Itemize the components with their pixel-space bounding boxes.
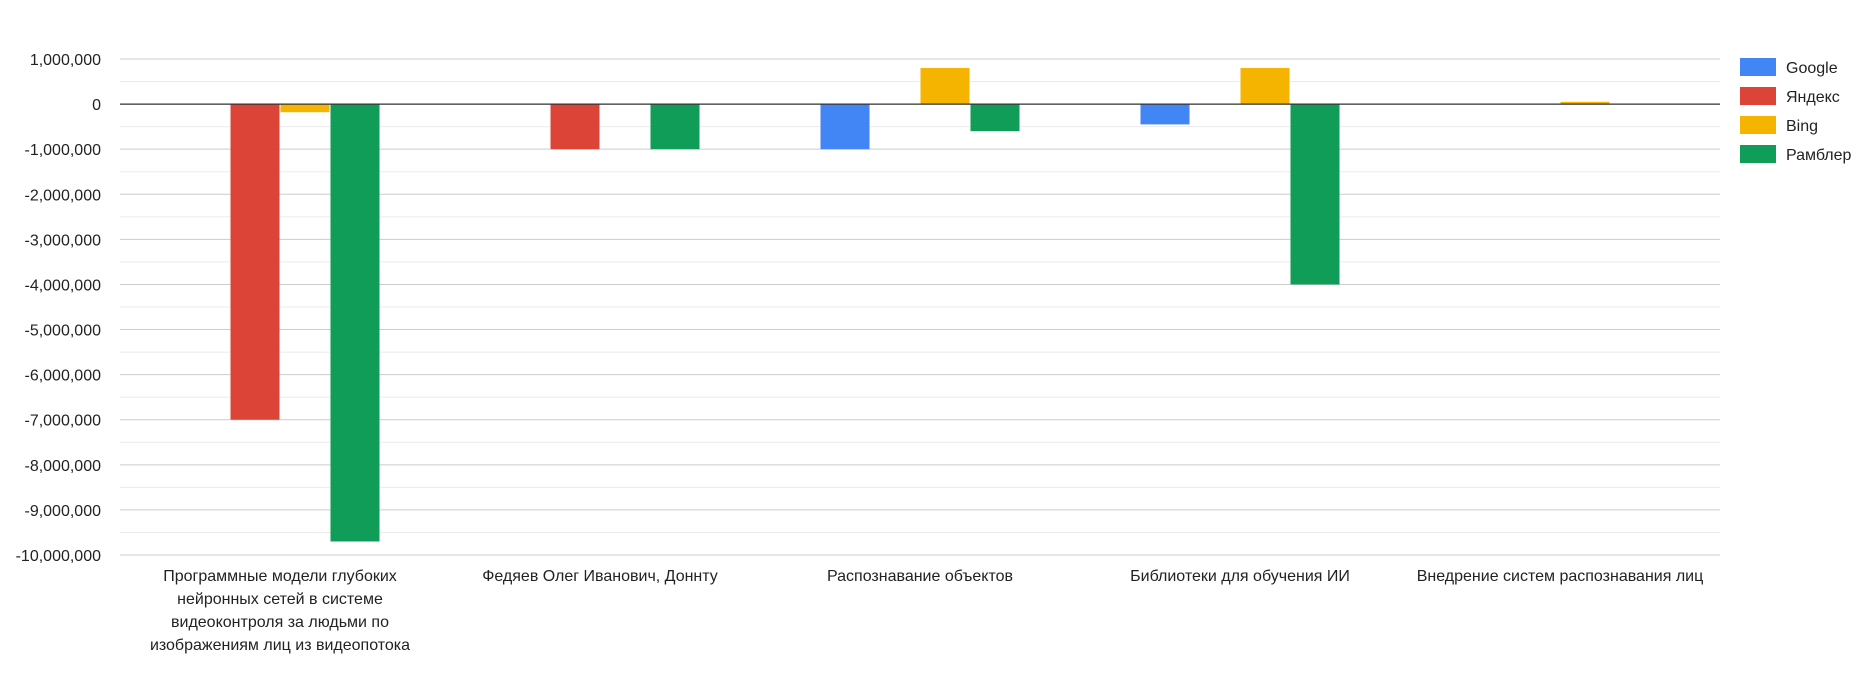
y-tick-label: -7,000,000 — [24, 413, 101, 430]
y-tick-label: -2,000,000 — [24, 187, 101, 204]
legend-label: Bing — [1786, 118, 1818, 135]
x-category-label: Библиотеки для обучения ИИ — [1130, 568, 1350, 585]
y-tick-label: -9,000,000 — [24, 503, 101, 520]
bar — [1240, 68, 1290, 105]
y-tick-label: -1,000,000 — [24, 142, 101, 159]
bar — [230, 104, 280, 420]
bar — [920, 68, 970, 105]
legend-label: Google — [1786, 60, 1838, 77]
bar — [1290, 104, 1340, 285]
y-tick-label: -5,000,000 — [24, 323, 101, 340]
legend-swatch — [1740, 58, 1776, 76]
legend-swatch — [1740, 116, 1776, 134]
y-tick-label: -6,000,000 — [24, 368, 101, 385]
bar — [970, 104, 1020, 132]
y-tick-label: 0 — [92, 97, 101, 114]
y-tick-label: -8,000,000 — [24, 458, 101, 475]
legend-label: Яндекс — [1786, 89, 1840, 106]
legend: Google Яндекс Bing Рамблер — [1740, 58, 1852, 164]
bar — [280, 104, 330, 113]
y-tick-label: -3,000,000 — [24, 232, 101, 249]
x-category-label: Распознавание объектов — [827, 568, 1013, 585]
legend-swatch — [1740, 87, 1776, 105]
y-axis: 1,000,000 0 -1,000,000 -2,000,000 -3,000,000… — [16, 52, 102, 565]
y-tick-label: 1,000,000 — [30, 52, 101, 69]
legend-label: Рамблер — [1786, 147, 1852, 164]
bar — [330, 104, 380, 542]
legend-swatch — [1740, 145, 1776, 163]
bars — [230, 68, 1610, 542]
bar — [1560, 101, 1610, 105]
bar — [550, 104, 600, 150]
y-tick-label: -10,000,000 — [16, 548, 102, 565]
x-category-label: Федяев Олег Иванович, Доннту — [482, 568, 718, 585]
bar — [1140, 104, 1190, 125]
bar — [650, 104, 700, 150]
y-tick-label: -4,000,000 — [24, 277, 101, 294]
x-category-label: Внедрение систем распознавания лиц — [1416, 568, 1704, 585]
x-category-label: Программные модели глубоких нейронных се… — [149, 568, 411, 654]
gridlines — [120, 58, 1720, 556]
bar — [820, 104, 870, 150]
